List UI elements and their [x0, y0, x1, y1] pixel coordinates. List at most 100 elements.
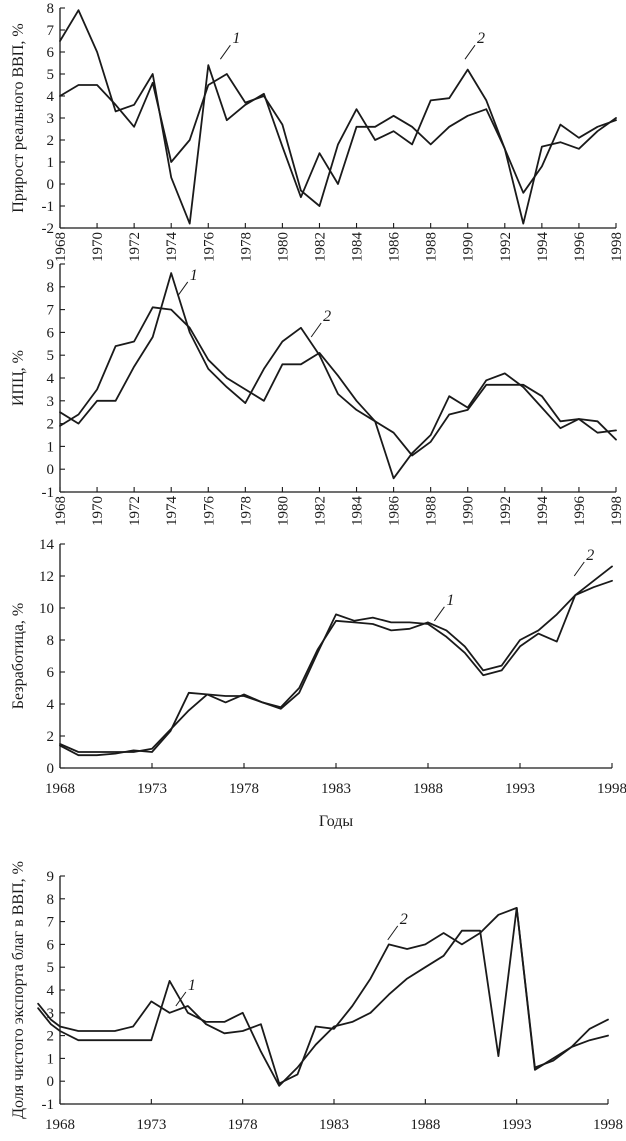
y-tick-label: 1 [47, 155, 55, 171]
y-tick-label: 4 [47, 983, 55, 999]
x-tick-label: 1973 [137, 781, 167, 797]
y-tick-label: 2 [47, 417, 55, 433]
y-tick-label: 14 [39, 537, 55, 553]
y-tick-label: 8 [47, 633, 55, 649]
y-tick-label: 4 [47, 89, 55, 105]
y-tick-label: 2 [47, 729, 55, 745]
y-tick-label: 2 [47, 133, 55, 149]
x-tick-label: 1998 [609, 496, 625, 526]
y-tick-label: 1 [47, 1051, 55, 1067]
x-tick-label: 1974 [164, 232, 180, 263]
y-tick-label: 0 [47, 462, 55, 478]
x-tick-label: 1972 [127, 496, 143, 526]
y-tick-label: 3 [47, 111, 55, 127]
x-tick-label: 1972 [127, 232, 143, 262]
y-tick-label: 8 [47, 280, 55, 296]
y-tick-label: 1 [47, 439, 55, 455]
series-label-leader [433, 606, 445, 622]
y-tick-label: 12 [39, 569, 54, 585]
y-tick-label: -1 [42, 485, 55, 501]
x-tick-label: 1986 [387, 496, 403, 527]
y-tick-label: 5 [47, 960, 55, 976]
y-tick-label: 3 [47, 394, 55, 410]
series-line-2 [59, 565, 613, 757]
x-tick-label: 1970 [90, 496, 106, 526]
series-line-1 [59, 68, 617, 225]
series-line-2 [37, 907, 609, 1085]
y-tick-label: 5 [47, 67, 55, 83]
x-tick-label: 1978 [229, 781, 259, 797]
x-tick-label: 1994 [535, 496, 551, 527]
x-axis-title: Годы [319, 813, 354, 830]
x-tick-label: 1996 [572, 496, 588, 527]
y-tick-label: 6 [47, 325, 55, 341]
x-tick-label: 1992 [498, 232, 514, 262]
x-tick-label: 1976 [201, 232, 217, 263]
x-tick-label: 1968 [53, 496, 69, 526]
x-tick-label: 1994 [535, 232, 551, 263]
series-label-1: 1 [188, 977, 196, 994]
chart-panel-1: -2 -1 0 1 2 3 4 5 6 7 8 1968 1970 1972 1974 1976 1978 198… [10, 1, 625, 262]
y-tick-label: 3 [47, 1006, 55, 1022]
x-tick-label: 1998 [597, 781, 626, 797]
y-tick-label: -1 [42, 1097, 55, 1113]
x-tick-label: 1983 [321, 781, 351, 797]
series-label-1: 1 [446, 592, 454, 609]
series-label-leader [310, 322, 322, 338]
x-tick-label: 1984 [350, 232, 366, 263]
y-tick-label: 9 [47, 257, 55, 273]
y-tick-label: 6 [47, 937, 55, 953]
x-tick-label: 1993 [505, 781, 535, 797]
series-label-2: 2 [586, 547, 594, 564]
x-tick-label: 1976 [201, 496, 217, 527]
series-label-leader [573, 561, 585, 577]
series-line-2 [59, 9, 617, 225]
y-tick-label: 6 [47, 45, 55, 61]
x-tick-label: 1970 [90, 232, 106, 262]
series-line-1 [37, 907, 609, 1087]
y-axis-title: ИПЦ, % [10, 350, 27, 406]
x-tick-label: 1982 [312, 232, 328, 262]
series-line-1 [59, 579, 613, 753]
x-tick-label: 1993 [502, 1117, 532, 1133]
series-label-leader [464, 44, 476, 60]
x-tick-label: 1988 [424, 496, 440, 526]
y-tick-label: 7 [47, 915, 55, 931]
x-tick-label: 1986 [387, 232, 403, 263]
x-tick-label: 1973 [136, 1117, 166, 1133]
x-tick-label: 1990 [461, 232, 477, 262]
y-tick-label: 7 [47, 303, 55, 319]
series-label-2: 2 [477, 30, 485, 47]
x-tick-label: 1988 [424, 232, 440, 262]
x-tick-label: 1984 [350, 496, 366, 527]
y-tick-label: 0 [47, 761, 55, 777]
x-tick-label: 1978 [238, 496, 254, 526]
x-tick-label: 1978 [228, 1117, 258, 1133]
y-tick-label: 0 [47, 177, 55, 193]
x-tick-label: 1992 [498, 496, 514, 526]
y-tick-label: 2 [47, 1029, 55, 1045]
series-line-2 [59, 306, 617, 480]
y-tick-label: 10 [39, 601, 54, 617]
x-tick-label: 1974 [164, 496, 180, 527]
y-tick-label: 6 [47, 665, 55, 681]
y-tick-label: -1 [42, 199, 55, 215]
series-label-leader [175, 991, 187, 1007]
y-tick-label: 8 [47, 1, 55, 17]
x-tick-label: 1988 [410, 1117, 440, 1133]
series-label-2: 2 [323, 308, 331, 325]
y-axis-title: Безработица, % [10, 603, 27, 709]
series-label-1: 1 [190, 267, 198, 284]
y-tick-label: 9 [47, 869, 55, 885]
y-tick-label: 4 [47, 371, 55, 387]
x-tick-label: 1996 [572, 232, 588, 263]
series-line-1 [59, 272, 617, 457]
y-axis-title: Доля чистого экспорта благ в ВВП, % [10, 861, 27, 1119]
x-tick-label: 1990 [461, 496, 477, 526]
series-label-1: 1 [232, 30, 240, 47]
y-axis-title: Прирост реального ВВП, % [10, 23, 27, 212]
x-tick-label: 1998 [593, 1117, 623, 1133]
y-tick-label: -2 [42, 221, 55, 237]
